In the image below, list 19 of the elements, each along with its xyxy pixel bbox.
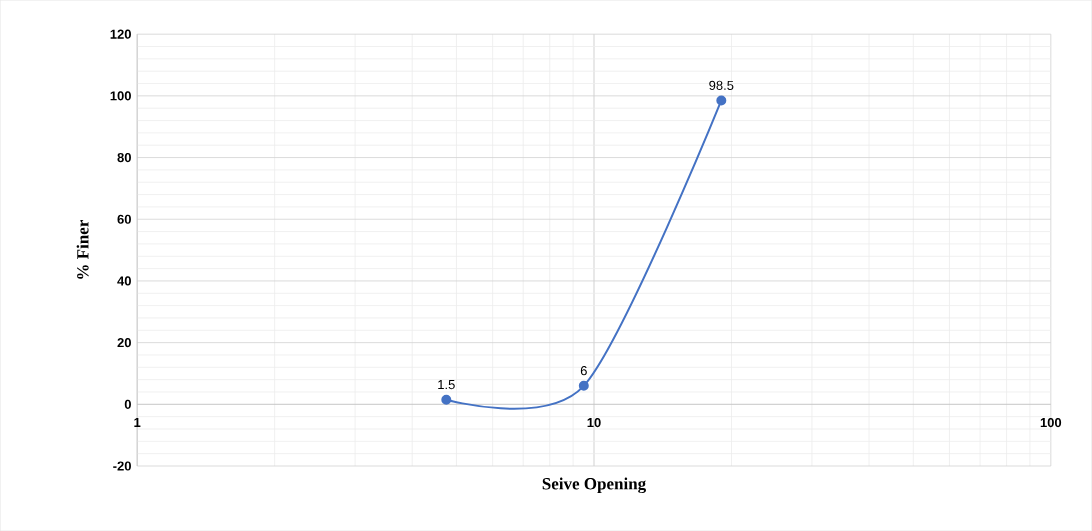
x-axis-title: Seive Opening (542, 477, 646, 493)
data-label: 6 (580, 365, 587, 376)
y-tick-label: 100 (110, 91, 131, 101)
y-tick-label: 120 (110, 29, 131, 39)
y-tick-label: 0 (124, 399, 131, 409)
x-tick-label: 1 (134, 417, 141, 427)
y-axis-title: % Finer (76, 219, 89, 279)
y-tick-label: 80 (117, 152, 131, 163)
y-tick-label: 60 (117, 214, 131, 224)
data-label: 98.5 (709, 80, 734, 90)
x-tick-label: 10 (587, 417, 601, 428)
y-tick-label: -20 (113, 461, 131, 471)
x-tick-label: 100 (1040, 417, 1062, 428)
data-label: 1.5 (438, 380, 455, 390)
y-tick-label: 40 (117, 276, 131, 286)
point (441, 394, 452, 405)
point (716, 95, 727, 106)
point (578, 380, 589, 391)
y-tick-label: 20 (117, 337, 131, 348)
